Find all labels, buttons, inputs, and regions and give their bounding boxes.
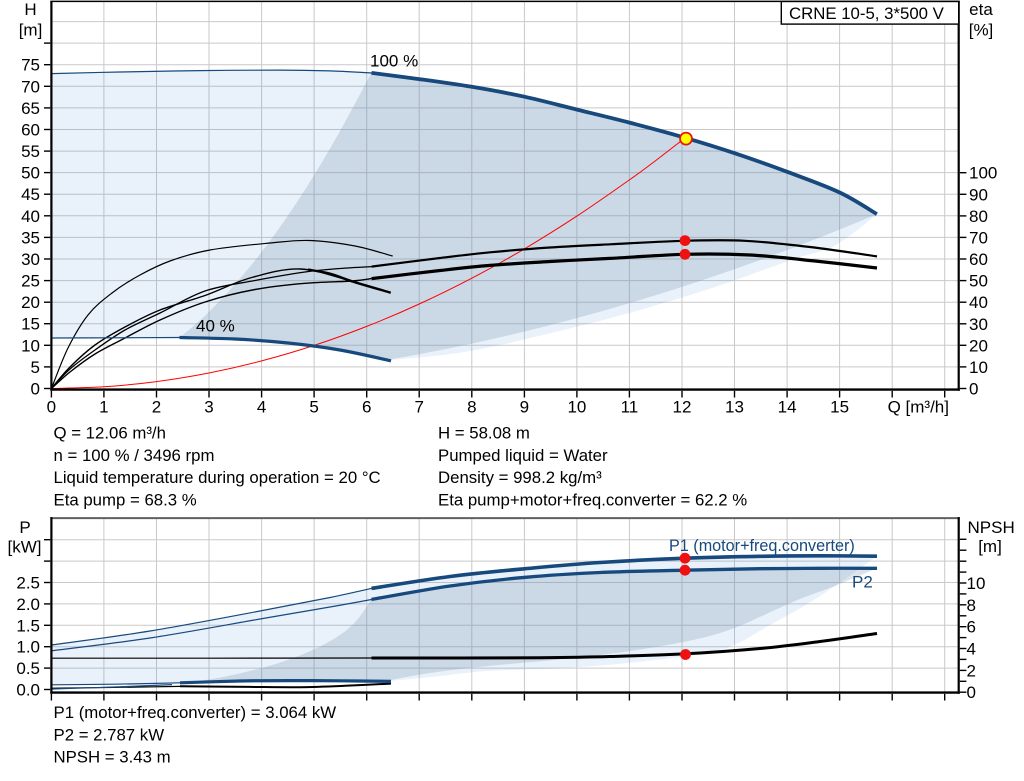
svg-text:15: 15 (830, 398, 849, 417)
svg-text:1.5: 1.5 (16, 616, 40, 635)
svg-text:0: 0 (967, 683, 976, 702)
svg-text:Density = 998.2 kg/m³: Density = 998.2 kg/m³ (438, 468, 602, 487)
svg-text:Pumped liquid = Water: Pumped liquid = Water (438, 446, 608, 465)
svg-text:P2: P2 (852, 573, 873, 592)
svg-text:3: 3 (204, 398, 213, 417)
svg-text:[kW]: [kW] (8, 538, 42, 557)
svg-text:6: 6 (967, 618, 976, 637)
svg-text:Liquid temperature during oper: Liquid temperature during operation = 20… (54, 468, 381, 487)
svg-text:5: 5 (309, 398, 318, 417)
svg-text:0: 0 (47, 398, 56, 417)
svg-text:[m]: [m] (19, 20, 43, 39)
svg-text:9: 9 (520, 398, 529, 417)
svg-text:8: 8 (967, 596, 976, 615)
svg-text:2.0: 2.0 (16, 595, 40, 614)
svg-text:Eta pump = 68.3 %: Eta pump = 68.3 % (54, 490, 197, 509)
svg-text:100: 100 (969, 164, 997, 183)
svg-text:n = 100 % / 3496 rpm: n = 100 % / 3496 rpm (54, 446, 215, 465)
svg-text:2: 2 (967, 661, 976, 680)
svg-text:60: 60 (969, 250, 988, 269)
svg-text:35: 35 (21, 228, 40, 247)
svg-text:Eta pump+motor+freq.converter: Eta pump+motor+freq.converter = 62.2 % (438, 490, 747, 509)
svg-text:2: 2 (152, 398, 161, 417)
svg-text:70: 70 (969, 228, 988, 247)
svg-text:1: 1 (99, 398, 108, 417)
svg-text:7: 7 (414, 398, 423, 417)
svg-text:20: 20 (21, 293, 40, 312)
svg-text:60: 60 (21, 121, 40, 140)
svg-text:H = 58.08 m: H = 58.08 m (438, 424, 530, 443)
svg-text:10: 10 (967, 574, 986, 593)
svg-text:12: 12 (673, 398, 692, 417)
svg-text:100 %: 100 % (370, 51, 418, 70)
svg-text:Q = 12.06 m³/h: Q = 12.06 m³/h (54, 424, 166, 443)
svg-text:8: 8 (467, 398, 476, 417)
svg-text:40: 40 (969, 293, 988, 312)
svg-text:[%]: [%] (969, 20, 994, 39)
svg-text:30: 30 (969, 315, 988, 334)
svg-text:0.5: 0.5 (16, 659, 40, 678)
svg-text:45: 45 (21, 185, 40, 204)
svg-text:P2 = 2.787 kW: P2 = 2.787 kW (54, 725, 165, 744)
svg-text:55: 55 (21, 142, 40, 161)
svg-text:1.0: 1.0 (16, 638, 40, 657)
svg-text:11: 11 (621, 398, 639, 417)
svg-text:4: 4 (257, 398, 266, 417)
svg-text:70: 70 (21, 77, 40, 96)
svg-text:0: 0 (969, 380, 978, 399)
svg-text:10: 10 (21, 336, 40, 355)
svg-text:50: 50 (969, 272, 988, 291)
svg-text:25: 25 (21, 272, 40, 291)
svg-text:90: 90 (969, 185, 988, 204)
svg-text:P: P (19, 518, 30, 537)
svg-text:NPSH = 3.43 m: NPSH = 3.43 m (54, 748, 171, 767)
svg-text:0.0: 0.0 (16, 681, 40, 700)
svg-text:CRNE 10-5, 3*500 V: CRNE 10-5, 3*500 V (789, 4, 945, 23)
svg-text:Q [m³/h]: Q [m³/h] (888, 398, 949, 417)
svg-text:13: 13 (725, 398, 744, 417)
svg-text:15: 15 (21, 315, 40, 334)
svg-text:P1 (motor+freq.converter) = 3.: P1 (motor+freq.converter) = 3.064 kW (54, 703, 337, 722)
svg-text:2.5: 2.5 (16, 574, 40, 593)
svg-text:6: 6 (362, 398, 371, 417)
svg-text:14: 14 (778, 398, 797, 417)
svg-text:10: 10 (969, 358, 988, 377)
svg-text:eta: eta (969, 0, 993, 19)
svg-text:30: 30 (21, 250, 40, 269)
svg-text:0: 0 (31, 380, 40, 399)
svg-text:NPSH: NPSH (968, 518, 1015, 537)
svg-text:P1 (motor+freq.converter): P1 (motor+freq.converter) (669, 537, 855, 555)
svg-text:40 %: 40 % (196, 317, 235, 336)
svg-text:65: 65 (21, 99, 40, 118)
svg-text:4: 4 (967, 640, 976, 659)
svg-text:20: 20 (969, 336, 988, 355)
svg-text:80: 80 (969, 207, 988, 226)
svg-text:75: 75 (21, 56, 40, 75)
svg-text:[m]: [m] (978, 537, 1002, 556)
svg-text:H: H (24, 0, 36, 19)
svg-text:5: 5 (31, 358, 40, 377)
svg-text:40: 40 (21, 207, 40, 226)
svg-text:10: 10 (567, 398, 586, 417)
svg-text:50: 50 (21, 164, 40, 183)
